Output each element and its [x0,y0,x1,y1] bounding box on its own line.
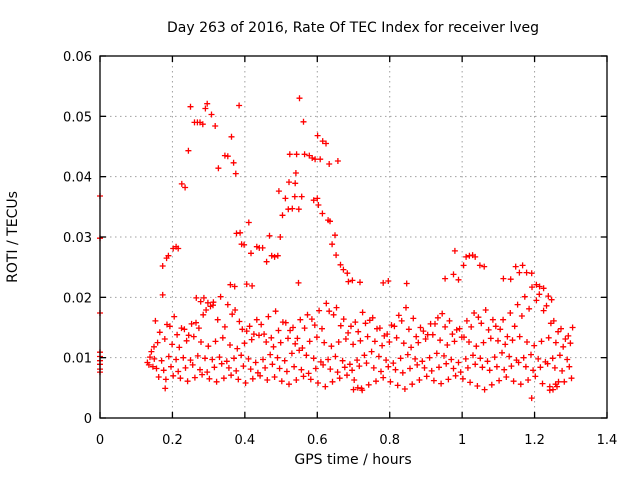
y-tick-label: 0.01 [63,352,92,367]
y-tick-label: 0.02 [63,291,92,306]
y-axis-label: ROTI / TECUs [5,191,21,283]
x-tick-label: 0 [96,433,104,448]
x-tick-label: 1.4 [597,433,618,448]
y-tick-label: 0.06 [63,50,92,65]
chart-title: Day 263 of 2016, Rate Of TEC Index for r… [167,20,539,36]
y-tick-label: 0.03 [63,231,92,246]
y-tick-label: 0.04 [63,171,92,186]
y-tick-label: 0 [84,412,92,427]
x-tick-label: 1.2 [524,433,545,448]
data-points [97,95,576,402]
x-tick-label: 1 [458,433,466,448]
y-tick-label: 0.05 [63,110,92,125]
tick-labels: 0 0.2 0.4 0.6 0.8 1 1.2 1.4 0 0.01 0.02 0.03 0.04 0.0… [63,50,617,448]
x-tick-label: 0.8 [379,433,400,448]
x-tick-label: 0.6 [307,433,328,448]
x-tick-label: 0.2 [162,433,183,448]
x-tick-label: 0.4 [235,433,256,448]
grid-lines [100,56,607,418]
data-point-markers [97,95,576,402]
x-axis-label: GPS time / hours [294,452,411,468]
plot-border [99,55,608,419]
